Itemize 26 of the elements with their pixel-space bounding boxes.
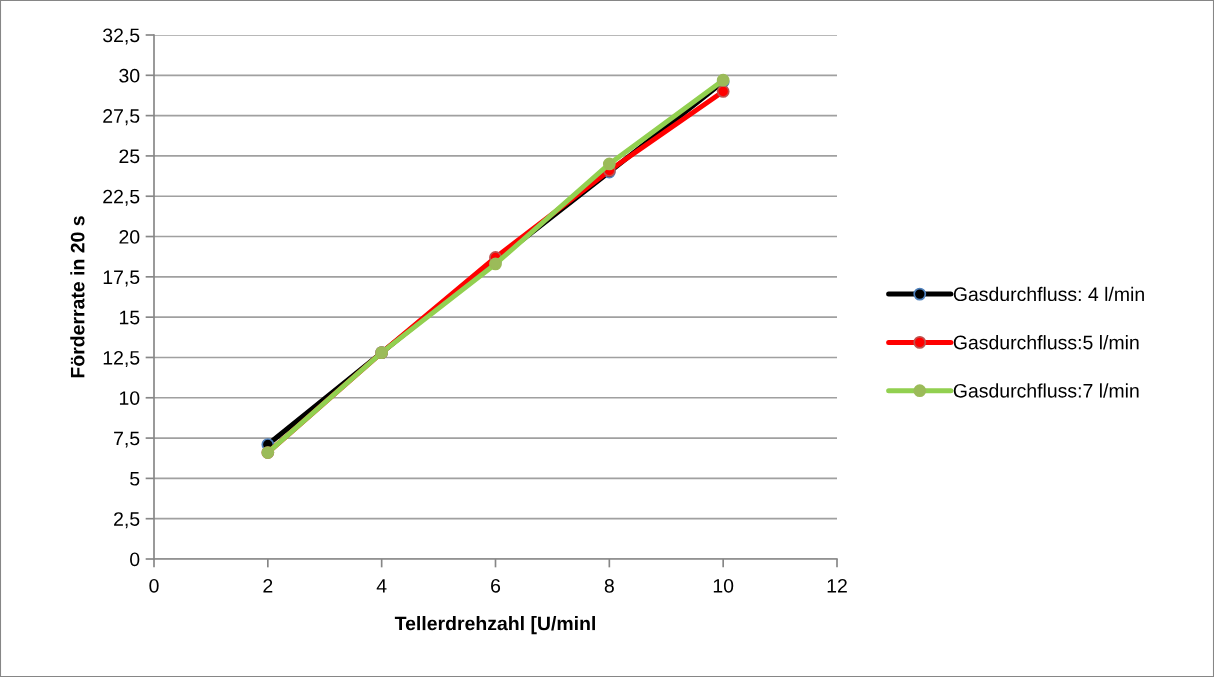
legend-label: Gasdurchfluss:7 l/min (953, 383, 1139, 398)
y-tick-label: 25 (119, 149, 140, 164)
y-tick-label: 17,5 (103, 270, 140, 287)
y-axis-title: Förderrate in 20 s (70, 216, 85, 378)
x-tick-label: 2 (263, 578, 273, 593)
legend-label: Gasdurchfluss: 4 l/min (953, 286, 1144, 302)
x-tick-label: 4 (376, 579, 387, 593)
y-tick-label: 15 (119, 310, 140, 325)
y-tick-label: 7,5 (114, 431, 140, 448)
x-axis-title: Tellerdrehzahl [U/minl (394, 616, 595, 635)
x-tick-label: 12 (827, 578, 847, 593)
y-tick-label: 22,5 (103, 189, 140, 206)
x-tick-label: 6 (491, 578, 501, 593)
y-tick-label: 0 (130, 552, 140, 567)
y-tick-label: 32,5 (103, 28, 140, 45)
y-tick-label: 2,5 (114, 512, 140, 529)
y-tick-label: 5 (130, 472, 140, 486)
y-tick-label: 20 (119, 230, 140, 244)
y-tick-label: 10 (119, 391, 140, 406)
legend-label: Gasdurchfluss:5 l/min (953, 335, 1139, 350)
y-tick-label: 27,5 (103, 109, 140, 126)
y-tick-label: 12,5 (103, 350, 140, 367)
x-tick-label: 0 (149, 578, 159, 593)
y-tick-label: 30 (119, 68, 140, 83)
x-tick-label: 8 (604, 578, 614, 593)
x-tick-label: 10 (713, 578, 734, 593)
